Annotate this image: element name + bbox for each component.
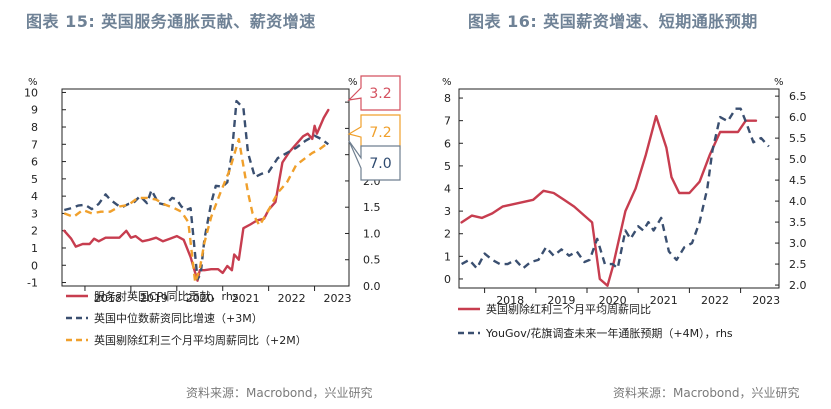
x-axis-tick-label: 2022: [278, 292, 306, 305]
value-callout-box: [348, 140, 401, 181]
value-callout-label: 3.2: [369, 86, 391, 102]
left-axis-tick-label: 6: [444, 137, 451, 150]
left-axis-tick-label: 0: [31, 259, 38, 272]
x-axis-tick-label: 2018: [496, 294, 524, 307]
x-axis-tick-label: 2022: [701, 294, 729, 307]
left-axis-tick-label: 3: [31, 207, 38, 220]
x-axis-tick-label: 2020: [186, 292, 214, 305]
left-axis-tick-label: 7: [31, 138, 38, 151]
left-axis-tick-label: 10: [24, 86, 38, 99]
left-axis-tick-label: 4: [31, 190, 38, 203]
left-axis-unit: %: [28, 77, 38, 88]
value-callout-box: [347, 75, 401, 111]
left-axis-tick-label: 0: [444, 273, 451, 286]
right-axis-tick-label: 5.5: [789, 132, 807, 145]
right-axis-tick-label: 1.0: [363, 227, 381, 240]
left-source-note: 资料来源：Macrobond，兴业研究: [186, 386, 373, 400]
right-axis-tick-label: 3.5: [789, 216, 807, 229]
plot-frame: [61, 88, 350, 287]
plot-frame: [458, 88, 780, 289]
x-axis-tick-label: 2023: [324, 292, 352, 305]
left-axis-tick-label: 9: [31, 104, 38, 117]
x-axis-tick-label: 2021: [650, 294, 678, 307]
legend-label: 英国中位数薪资同比增速（+3M）: [94, 311, 263, 325]
right-source-note: 资料来源：Macrobond，兴业研究: [613, 386, 800, 400]
left-axis-tick-label: 8: [31, 121, 38, 134]
left-axis-tick-label: 5: [31, 173, 38, 186]
series-line-3: [63, 137, 330, 284]
right-axis-tick-label: 0.5: [363, 254, 381, 267]
x-axis-tick-label: 2019: [547, 294, 575, 307]
left-axis-tick-label: 4: [444, 183, 451, 196]
right-axis-unit: %: [774, 77, 784, 88]
x-axis-tick-label: 2021: [232, 292, 260, 305]
right-axis-tick-label: 4.0: [789, 195, 807, 208]
left-axis-tick-label: 6: [31, 156, 38, 169]
legend-label: YouGov/花旗调查未来一年通胀预期（+4M），rhs: [485, 326, 733, 340]
x-axis-tick-label: 2019: [140, 292, 168, 305]
left-axis-tick-label: -1: [27, 277, 38, 290]
x-axis-tick-label: 2018: [94, 292, 122, 305]
legend-label: 英国剔除红利三个月平均周薪同比: [486, 302, 651, 316]
left-axis-tick-label: 1: [444, 250, 451, 263]
right-chart-title: 图表 16: 英国薪资增速、短期通胀预期: [468, 12, 758, 31]
x-axis-tick-label: 2023: [752, 294, 780, 307]
left-axis-tick-label: 2: [444, 228, 451, 241]
value-callout-label: 7.0: [369, 156, 391, 172]
right-axis-tick-label: 1.5: [363, 201, 381, 214]
legend-label: 英国剔除红利三个月平均周薪同比（+2M）: [94, 333, 307, 347]
right-axis-tick-label: 3.0: [789, 237, 807, 250]
series-line-2: [63, 99, 330, 281]
left-axis-tick-label: 5: [444, 160, 451, 173]
right-axis-unit: %: [348, 77, 358, 88]
series-line-2: [461, 107, 770, 270]
left-axis-tick-label: 1: [31, 242, 38, 255]
right-axis-tick-label: 6.5: [789, 90, 807, 103]
right-axis-tick-label: 5.0: [789, 153, 807, 166]
left-axis-unit: %: [442, 77, 452, 88]
right-axis-tick-label: 4.5: [789, 174, 807, 187]
right-axis-tick-label: 6.0: [789, 111, 807, 124]
left-axis-tick-label: 7: [444, 115, 451, 128]
right-chart: 0 1 2 3 4 5 6 7 8% 2.0 2.5 3.0 3.5 4.0 4.5 5.0 5.5 6.0 6.5…: [442, 77, 807, 340]
legend-label: 服务对英国CPI同比贡献，rhs: [94, 289, 239, 303]
left-chart-title: 图表 15: 英国服务通胀贡献、薪资增速: [26, 12, 316, 31]
left-axis-tick-label: 8: [444, 92, 451, 105]
right-axis-tick-label: 0.0: [363, 280, 381, 293]
right-axis-tick-label: 2.5: [789, 258, 807, 271]
x-axis-tick-label: 2020: [599, 294, 627, 307]
left-chart: -1012345678910%0.00.51.01.52.02.53.03.5%…: [24, 75, 401, 347]
right-axis-tick-label: 2.0: [789, 279, 807, 292]
value-callout-label: 7.2: [369, 125, 391, 141]
series-line-1: [63, 108, 330, 282]
value-callout-box: [347, 114, 401, 150]
series-line-1: [460, 114, 758, 287]
left-axis-tick-label: 2: [31, 225, 38, 238]
left-axis-tick-label: 3: [444, 205, 451, 218]
